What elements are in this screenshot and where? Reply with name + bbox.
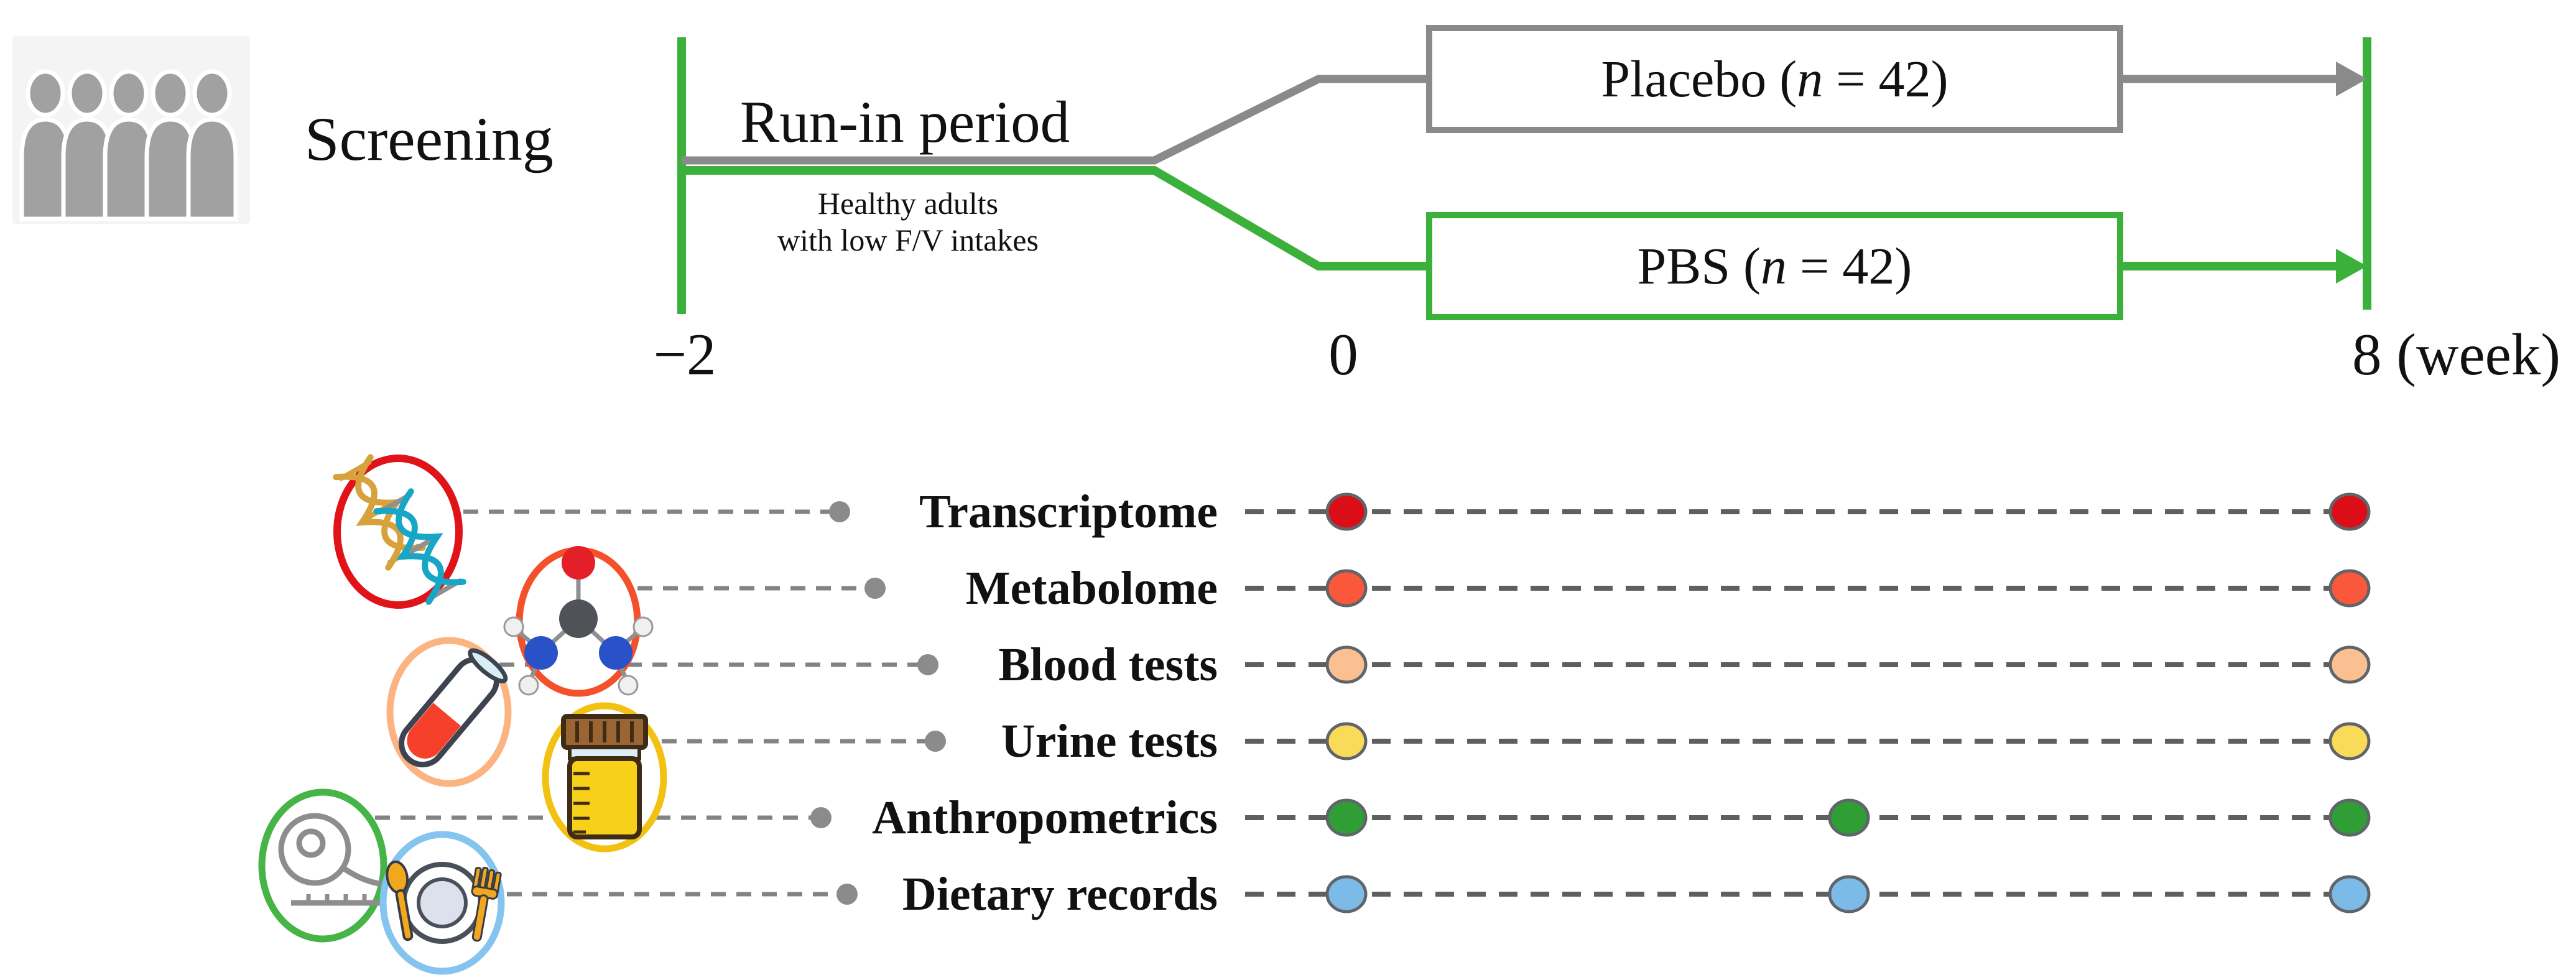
timepoint-dot-week0	[1325, 492, 1368, 531]
placebo-arm-box: Placebo (n = 42)	[1426, 25, 2123, 133]
nitrogen-atom	[524, 636, 558, 670]
cap-ridges	[575, 721, 634, 742]
row-label-transcriptome: Transcriptome	[919, 486, 1218, 538]
placebo-arrowhead-icon	[2336, 62, 2367, 96]
timepoint-dot-week8	[2328, 798, 2371, 837]
dna-icon	[333, 454, 466, 609]
run-in-subtitle-line1: Healthy adults	[817, 186, 999, 221]
pbs-branch-line	[682, 166, 1428, 270]
row-label-urine-tests: Urine tests	[1001, 715, 1218, 767]
test-tube	[399, 648, 508, 768]
nitrogen-atom	[599, 636, 632, 670]
row-label-blood-tests: Blood tests	[998, 639, 1218, 691]
week-tick-8: 8 (week)	[2352, 321, 2560, 387]
row-label-dietary-records: Dietary records	[902, 868, 1218, 920]
timepoint-dot-week0	[1325, 875, 1368, 913]
connector-dot	[864, 578, 886, 599]
connector-dot	[810, 807, 832, 828]
timepoint-dot-week0	[1325, 569, 1368, 608]
timepoint-dot-week8	[2328, 645, 2371, 684]
placebo-arm-label: Placebo (n = 42)	[1601, 50, 1948, 108]
connector-dot	[836, 884, 858, 905]
teal-helix	[373, 488, 466, 605]
timepoint-dot-week8	[2328, 492, 2371, 531]
hydrogen-atom	[632, 616, 654, 637]
row-label-metabolome: Metabolome	[965, 562, 1218, 614]
week-tick-0: 0	[1328, 321, 1358, 387]
timepoint-dot-week8	[2328, 569, 2371, 608]
person-icon	[186, 69, 238, 221]
screening-label: Screening	[305, 104, 554, 173]
blood-tube-icon	[386, 637, 512, 787]
measuring-tape-icon	[258, 788, 405, 943]
timepoint-dot-week8	[2328, 722, 2371, 760]
assessment-timelines	[1245, 509, 2350, 897]
cup-body	[567, 756, 642, 839]
timepoint-dot-week0	[1325, 798, 1368, 837]
timepoint-dot-week8	[2328, 875, 2371, 913]
timepoint-dots	[1325, 492, 2371, 913]
timepoint-dot-week4	[1828, 798, 1870, 837]
row-label-anthropometrics: Anthropometrics	[872, 792, 1218, 844]
person-icon	[103, 69, 155, 221]
fork-icon	[471, 866, 502, 942]
plate-inner	[417, 877, 468, 928]
timepoint-dot-week0	[1325, 722, 1368, 760]
connector-dot	[925, 731, 946, 752]
people-group-icon	[19, 69, 238, 221]
molecule-icon	[503, 546, 654, 697]
run-in-subtitle: Healthy adults with low F/V intakes	[690, 185, 1126, 259]
timepoint-dot-week4	[1828, 875, 1870, 913]
timepoint-dot-week0	[1325, 645, 1368, 684]
urine-cup-icon	[542, 702, 667, 853]
connector-end-dots	[810, 501, 946, 905]
run-in-subtitle-line2: with low F/V intakes	[777, 223, 1039, 257]
oxygen-atom	[562, 546, 595, 580]
hydrogen-atom	[618, 675, 639, 696]
cup-scale-marks	[573, 772, 590, 834]
pbs-arrowhead-icon	[2336, 249, 2367, 284]
run-in-period-label: Run-in period	[739, 89, 1070, 155]
connector-dot	[917, 654, 938, 675]
screening-people-icon	[12, 36, 250, 224]
dietary-plate-icon	[379, 831, 505, 975]
week-tick-minus2: −2	[653, 321, 716, 387]
placebo-branch-line	[682, 75, 1428, 165]
connector-dot	[829, 501, 850, 522]
spoon-icon	[386, 860, 414, 941]
pbs-arm-box: PBS (n = 42)	[1426, 212, 2123, 320]
hydrogen-atom	[503, 616, 524, 637]
hydrogen-atom	[518, 675, 539, 696]
carbon-atom	[559, 599, 598, 638]
pbs-arm-label: PBS (n = 42)	[1637, 237, 1912, 295]
